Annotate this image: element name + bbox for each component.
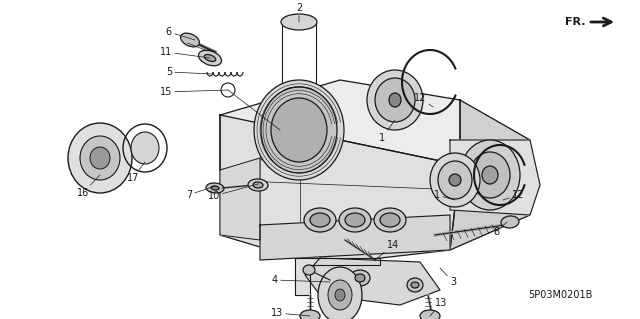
- Ellipse shape: [310, 213, 330, 227]
- Polygon shape: [220, 158, 260, 240]
- Text: 15: 15: [159, 87, 228, 97]
- Text: 7: 7: [186, 186, 215, 200]
- Polygon shape: [450, 140, 540, 215]
- Text: 13: 13: [430, 298, 447, 316]
- Ellipse shape: [355, 274, 365, 282]
- Text: 16: 16: [77, 175, 100, 198]
- Ellipse shape: [375, 78, 415, 122]
- Ellipse shape: [374, 208, 406, 232]
- Ellipse shape: [389, 93, 401, 107]
- Text: 13: 13: [271, 308, 310, 318]
- Ellipse shape: [367, 70, 423, 130]
- Ellipse shape: [303, 265, 315, 275]
- Text: 3: 3: [440, 268, 456, 287]
- Ellipse shape: [304, 208, 336, 232]
- Polygon shape: [260, 215, 450, 260]
- Ellipse shape: [271, 98, 327, 162]
- Text: 12: 12: [414, 93, 433, 107]
- Polygon shape: [295, 258, 380, 295]
- Ellipse shape: [335, 289, 345, 301]
- Ellipse shape: [68, 123, 132, 193]
- Ellipse shape: [345, 213, 365, 227]
- Text: 5P03M0201B: 5P03M0201B: [528, 290, 592, 300]
- Ellipse shape: [438, 161, 472, 199]
- Polygon shape: [450, 100, 530, 250]
- Ellipse shape: [482, 166, 498, 184]
- Ellipse shape: [281, 87, 317, 103]
- Text: 11: 11: [160, 47, 210, 58]
- Ellipse shape: [470, 152, 510, 198]
- Ellipse shape: [420, 310, 440, 319]
- Ellipse shape: [211, 186, 219, 190]
- Text: 2: 2: [296, 3, 302, 22]
- Text: 8: 8: [493, 222, 507, 237]
- Ellipse shape: [380, 213, 400, 227]
- Ellipse shape: [328, 280, 352, 310]
- Text: 1: 1: [434, 190, 455, 200]
- Text: FR.: FR.: [564, 17, 585, 27]
- Ellipse shape: [204, 55, 216, 62]
- Ellipse shape: [80, 136, 120, 180]
- Ellipse shape: [300, 310, 320, 319]
- Polygon shape: [220, 80, 460, 170]
- Polygon shape: [305, 258, 440, 305]
- Ellipse shape: [180, 33, 200, 47]
- Ellipse shape: [460, 140, 520, 210]
- Text: 5: 5: [166, 67, 213, 77]
- Ellipse shape: [350, 270, 370, 286]
- Ellipse shape: [248, 179, 268, 191]
- Text: 4: 4: [272, 275, 330, 285]
- Ellipse shape: [198, 50, 221, 66]
- Text: 1: 1: [379, 120, 395, 143]
- Ellipse shape: [501, 216, 519, 228]
- Polygon shape: [220, 115, 460, 265]
- Ellipse shape: [407, 278, 423, 292]
- Text: 14: 14: [375, 240, 399, 260]
- Ellipse shape: [318, 267, 362, 319]
- Ellipse shape: [131, 132, 159, 164]
- Ellipse shape: [430, 153, 480, 207]
- Ellipse shape: [90, 147, 110, 169]
- Text: 6: 6: [166, 27, 195, 40]
- Ellipse shape: [206, 183, 224, 193]
- Text: 10: 10: [208, 184, 258, 201]
- Ellipse shape: [254, 80, 344, 180]
- Ellipse shape: [449, 174, 461, 186]
- Ellipse shape: [261, 87, 337, 173]
- Ellipse shape: [339, 208, 371, 232]
- Text: 17: 17: [127, 162, 145, 183]
- Text: 12: 12: [503, 190, 524, 200]
- Ellipse shape: [281, 14, 317, 30]
- Ellipse shape: [411, 282, 419, 288]
- Ellipse shape: [253, 182, 263, 188]
